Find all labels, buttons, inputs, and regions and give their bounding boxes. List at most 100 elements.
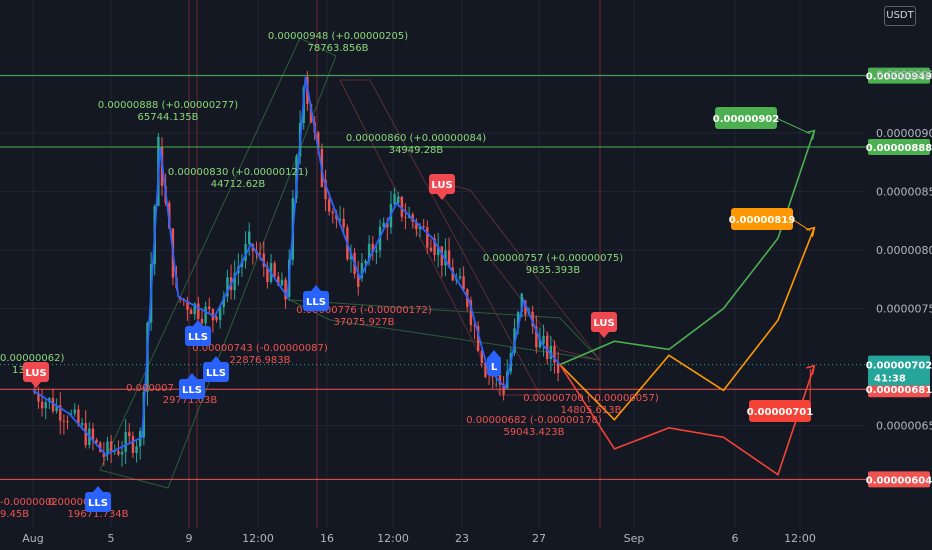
candle-body: [375, 250, 378, 253]
annotation-line2: 65744.135B: [138, 112, 199, 123]
candle-body: [484, 362, 487, 377]
price-tick-label: 0.00000650: [876, 420, 932, 433]
candle-body: [262, 253, 265, 267]
candle-body: [226, 277, 229, 297]
time-axis-band: [0, 528, 932, 550]
candle-body: [284, 279, 287, 300]
candle-body: [404, 216, 407, 218]
candle-body: [135, 446, 138, 453]
candle-body: [440, 246, 444, 266]
current-price-box: [868, 355, 930, 386]
annotation-line2: 37075.927B: [334, 317, 395, 328]
annotation-line1: 0.00000700 (-0.00000057): [523, 393, 659, 404]
candle-body: [59, 405, 62, 421]
level-price-label: 0.00000949: [866, 72, 932, 83]
candle-body: [473, 325, 476, 327]
candle-body: [367, 243, 371, 261]
candle-body: [73, 409, 76, 414]
annotation-line1: 0.000007: [126, 383, 174, 394]
level-lines[interactable]: 0.00000949 0.00000888 0.00000681 0.00000604…: [0, 67, 932, 488]
candle-body: [106, 441, 109, 455]
buy-marker: [179, 379, 205, 399]
buy-marker: [85, 492, 111, 512]
time-tick-label: 5: [108, 532, 115, 545]
annotation-line1: -0.0000002: [0, 497, 58, 508]
candle-body: [542, 335, 545, 344]
time-tick-label: 16: [320, 532, 334, 545]
candle-body: [66, 421, 69, 423]
buy-marker: [185, 326, 211, 346]
candle-body: [258, 253, 262, 255]
candle-body: [520, 293, 523, 312]
candle-body: [338, 218, 342, 220]
level-price-box: [868, 139, 930, 156]
level-price-label: 0.00000888: [866, 143, 932, 154]
candle-body: [102, 451, 106, 458]
candle-body: [524, 300, 527, 315]
forecast-arrowhead: [806, 226, 816, 237]
annotation-line2: 44712.62B: [211, 179, 266, 190]
time-tick-label: Sep: [624, 532, 645, 545]
forecast-arrowhead: [806, 364, 816, 376]
annotation-line1: 0.00000682 (-0.00000178): [466, 415, 602, 426]
candle-body: [516, 311, 520, 329]
annotation-line1: 0.00000743 (-0.00000087): [192, 343, 328, 354]
annotation-line1: 0.00000062): [0, 353, 64, 364]
currency-label[interactable]: USDT: [884, 6, 916, 26]
candle-body: [62, 420, 66, 422]
candle-body: [218, 307, 222, 321]
candle-body: [193, 303, 196, 315]
sell-marker: [429, 174, 455, 194]
candle-body: [371, 243, 374, 253]
candle-body: [91, 428, 95, 440]
annotation-line1: 0.00000776 (-0.00000172): [296, 305, 432, 316]
candle-body: [415, 221, 418, 230]
candle-body: [37, 392, 40, 402]
candle-body: [331, 211, 335, 214]
candle-body: [429, 247, 433, 252]
marker-label: L: [491, 362, 498, 373]
candle-body: [44, 402, 47, 409]
marker-label: LUS: [25, 368, 46, 379]
candle-body: [546, 335, 549, 360]
marker-label: LLS: [306, 297, 326, 308]
candle-body: [197, 303, 200, 319]
buy-marker: [303, 291, 329, 311]
sell-marker: [591, 312, 617, 332]
price-axis[interactable]: 0.00000950 0.00000900 0.00000850 0.00000800…: [876, 69, 932, 433]
forecast-label-box: [749, 400, 811, 422]
candle-body: [80, 423, 84, 425]
channel-outline: [339, 79, 541, 396]
channel-outline: [99, 37, 337, 489]
marker-label: LLS: [182, 385, 202, 396]
candle-body: [342, 218, 345, 228]
annotation-line2: 34949.28B: [389, 145, 444, 156]
candle-body: [433, 238, 436, 256]
candle-body: [447, 250, 451, 268]
buy-marker: [487, 356, 501, 376]
time-tick-label: 23: [455, 532, 469, 545]
candle-body: [426, 227, 429, 248]
forecast-label: 0.00000701: [747, 407, 813, 418]
time-axis[interactable]: Aug 5 9 12:00 16 12:00 23 27 Sep 6 12:00: [0, 528, 932, 550]
signal-markers: LUS LUS LUS LLS LLS LLS LLS LLS L: [23, 174, 617, 512]
marker-label: LUS: [593, 318, 614, 329]
forecast-arrowhead: [806, 129, 816, 140]
candle-body: [317, 132, 320, 149]
price-tick-label: 0.00000900: [876, 127, 932, 140]
sell-marker: [23, 362, 49, 382]
annotation-line2: 78763.856B: [308, 43, 369, 54]
candle-body: [189, 309, 193, 315]
forecast-connector: [775, 117, 811, 135]
marker-pointer: [599, 332, 609, 338]
candle-body: [95, 439, 98, 443]
annotation-line2: 13: [12, 365, 25, 376]
forecast-label: 0.00000902: [713, 114, 779, 125]
level-price-box: [868, 471, 930, 488]
forecast-label: 0.00000819: [729, 215, 795, 226]
candle-body: [364, 260, 367, 264]
annotation-line2: 29771.03B: [163, 395, 218, 406]
time-tick-label: 12:00: [377, 532, 409, 545]
annotation-line1: 0.00000757 (+0.00000075): [483, 253, 623, 264]
